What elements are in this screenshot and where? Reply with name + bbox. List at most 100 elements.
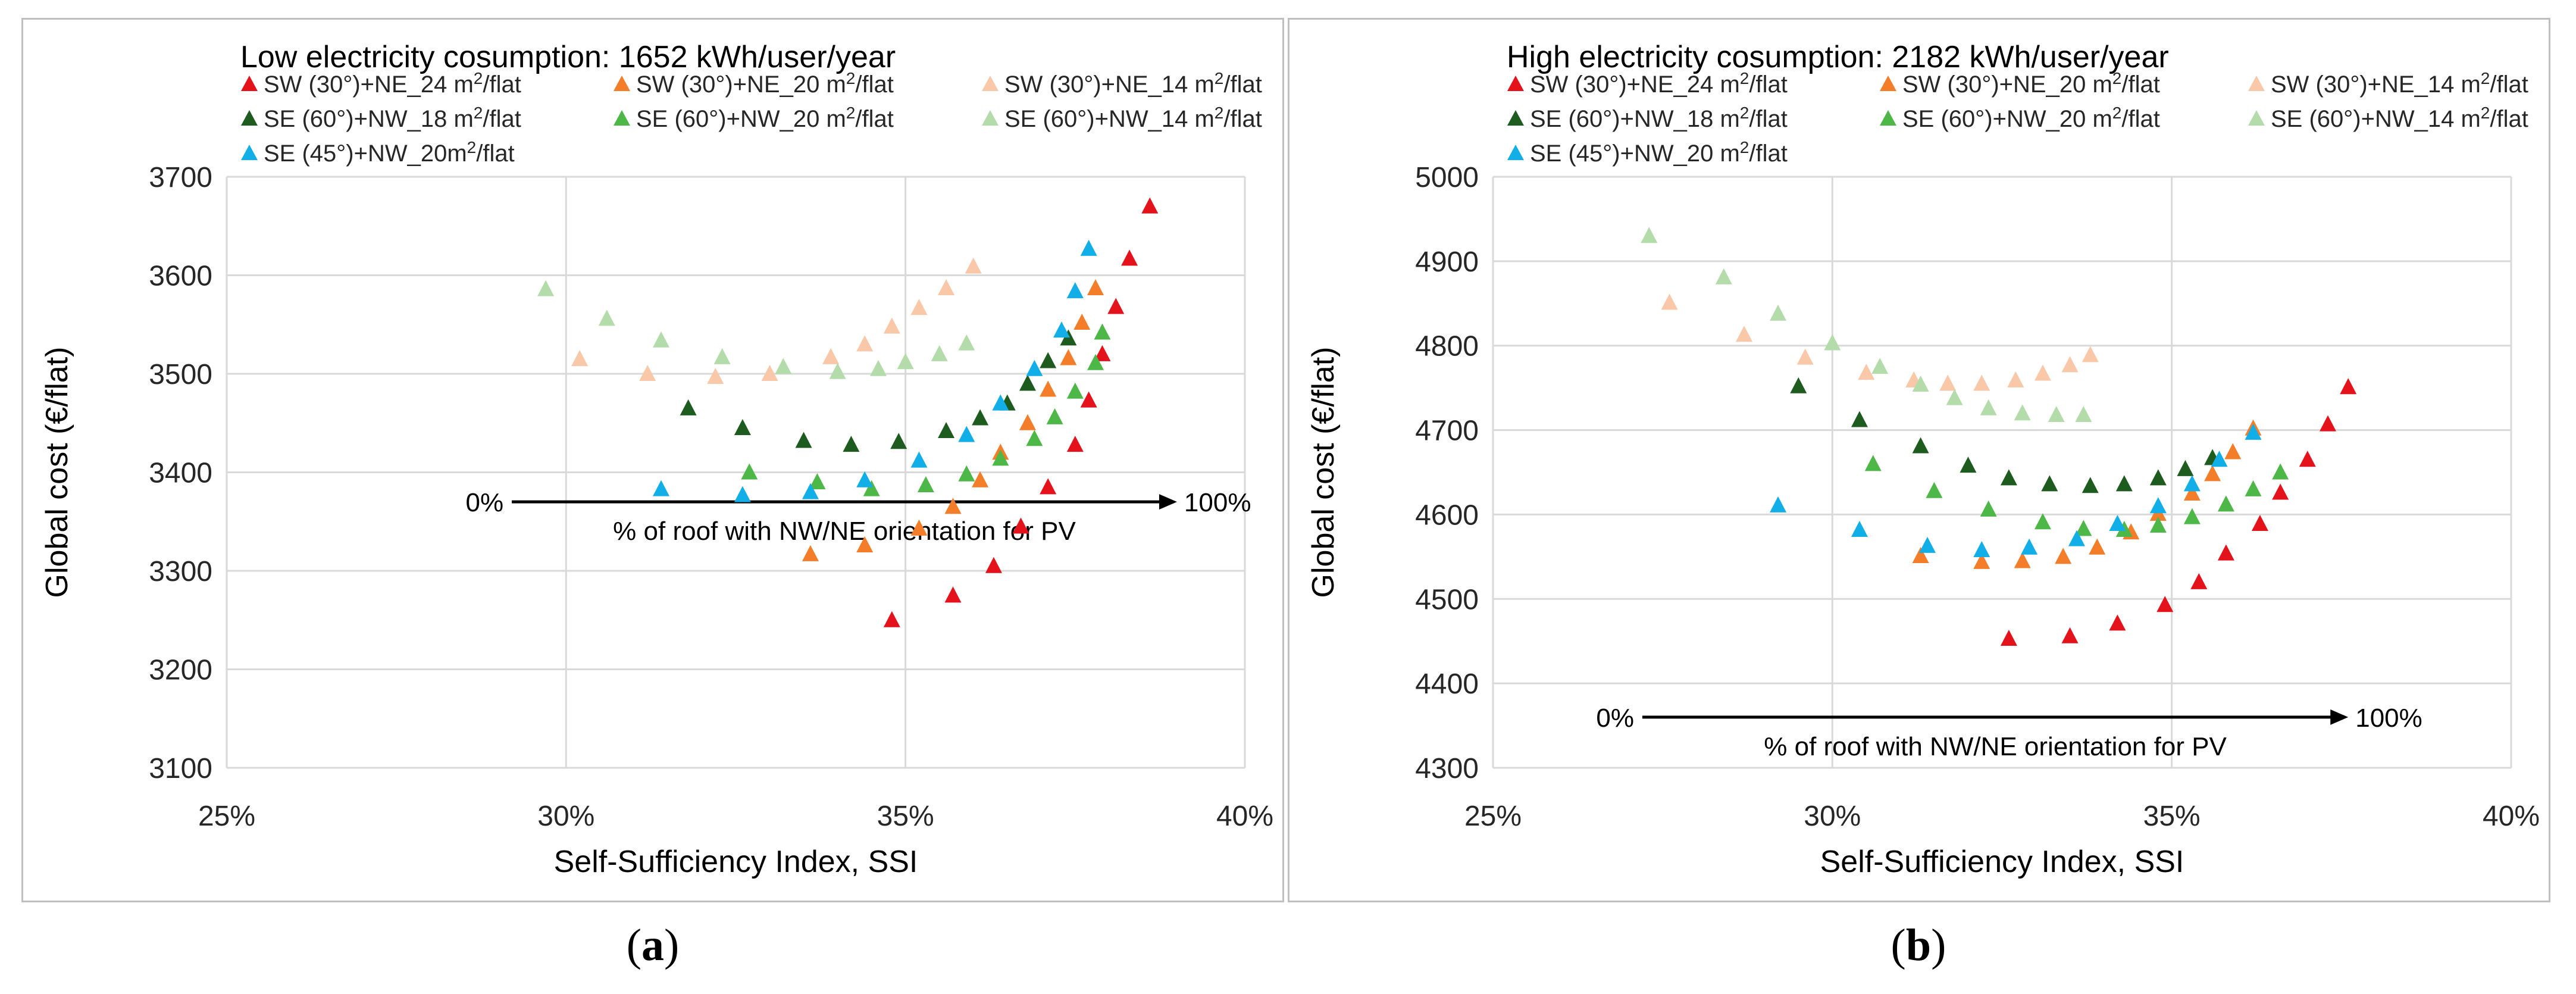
data-point-a-s4-p0 <box>741 463 758 480</box>
data-point-b-s5-p8 <box>2014 404 2031 421</box>
legend-label-b-4: SE (60°)+NW_20 m2/flat <box>1902 104 2160 132</box>
data-point-a-s0-p7 <box>1094 345 1111 361</box>
data-point-b-s5-p10 <box>2075 406 2092 423</box>
data-point-b-s0-p4 <box>2190 573 2208 589</box>
legend-label-b-6: SE (45°)+NW_20 m2/flat <box>1530 138 1788 167</box>
data-point-b-s4-p4 <box>2075 520 2092 536</box>
data-point-a-s6-p3 <box>856 471 874 487</box>
y-tick-label-b-2: 4500 <box>1415 584 1479 615</box>
annotation-end-label-b: 100% <box>2355 704 2422 733</box>
y-tick-label-a-3: 3400 <box>149 458 212 489</box>
legend-label-b-5: SE (60°)+NW_14 m2/flat <box>2271 104 2528 132</box>
data-point-a-s2-p8 <box>938 279 955 296</box>
data-point-a-s3-p6 <box>972 409 989 426</box>
y-tick-label-a-2: 3300 <box>149 556 212 587</box>
legend-marker-a-2 <box>982 76 999 91</box>
data-point-a-s4-p2 <box>863 480 880 496</box>
data-point-a-s6-p1 <box>734 486 751 502</box>
legend-label-b-0: SW (30°)+NE_24 m2/flat <box>1530 69 1788 98</box>
chart-b-svg: High electricity cosumption: 2182 kWh/us… <box>1306 40 2540 879</box>
data-point-b-s0-p10 <box>2340 378 2357 395</box>
data-point-a-s6-p7 <box>1026 360 1043 376</box>
data-point-a-s1-p6 <box>1019 414 1036 430</box>
data-point-a-s5-p4 <box>775 358 792 374</box>
x-tick-label-a-2: 35% <box>877 801 934 832</box>
data-point-a-s0-p6 <box>1080 391 1097 408</box>
data-point-b-s6-p7 <box>2149 497 2167 514</box>
data-point-a-s4-p4 <box>958 465 975 482</box>
data-point-a-s4-p1 <box>809 473 826 490</box>
legend-label-b-2: SW (30°)+NE_14 m2/flat <box>2271 69 2528 98</box>
data-point-a-s0-p0 <box>883 611 900 627</box>
data-point-a-s0-p1 <box>944 586 962 603</box>
x-tick-label-a-1: 30% <box>537 801 594 832</box>
x-axis-label-b: Self-Sufficiency Index, SSI <box>1820 845 2184 879</box>
legend-marker-a-4 <box>614 110 630 126</box>
data-point-b-s3-p0 <box>1790 377 1807 393</box>
legend-marker-a-3 <box>241 110 258 126</box>
data-point-b-s0-p9 <box>2320 415 2337 432</box>
data-point-b-s3-p4 <box>2000 469 2017 486</box>
y-tick-label-a-0: 3100 <box>149 753 212 784</box>
x-tick-label-a-0: 25% <box>198 801 255 832</box>
data-point-b-s3-p7 <box>2115 475 2133 492</box>
data-point-a-s2-p5 <box>856 335 874 352</box>
data-point-b-s6-p6 <box>2109 515 2126 532</box>
data-point-b-s2-p8 <box>2034 364 2051 381</box>
data-point-a-s2-p3 <box>761 365 778 381</box>
data-point-b-s3-p6 <box>2082 477 2099 493</box>
data-point-b-s5-p5 <box>1912 375 1929 392</box>
legend-marker-b-3 <box>1507 110 1524 126</box>
data-point-b-s0-p6 <box>2251 515 2268 532</box>
data-point-b-s5-p6 <box>1946 389 1963 405</box>
data-point-a-s0-p5 <box>1066 436 1084 452</box>
data-point-b-s1-p3 <box>2055 548 2072 564</box>
data-point-b-s3-p9 <box>2177 460 2194 476</box>
data-point-b-s6-p10 <box>2245 423 2262 440</box>
y-tick-label-b-5: 4800 <box>1415 331 1479 362</box>
legend-marker-b-4 <box>1880 110 1896 126</box>
data-point-a-s3-p1 <box>734 419 751 436</box>
data-point-a-s4-p3 <box>917 476 934 493</box>
legend-label-a-1: SW (30°)+NE_20 m2/flat <box>636 69 894 98</box>
data-point-b-s1-p9 <box>2224 443 2242 460</box>
data-point-a-s3-p5 <box>938 421 955 438</box>
legend-marker-b-1 <box>1880 76 1896 91</box>
x-tick-label-b-1: 30% <box>1804 801 1861 832</box>
annotation-text-a: % of roof with NW/NE orientation for PV <box>613 517 1076 546</box>
data-point-b-s6-p3 <box>1973 541 1990 558</box>
data-point-b-s3-p1 <box>1851 411 1868 427</box>
data-point-a-s3-p3 <box>843 436 860 452</box>
data-point-a-s3-p8 <box>1019 374 1036 391</box>
data-point-b-s4-p2 <box>1980 500 1997 517</box>
data-point-a-s2-p9 <box>965 257 982 274</box>
data-point-b-s6-p9 <box>2211 451 2228 467</box>
legend-label-a-6: SE (45°)+NW_20m2/flat <box>264 138 515 167</box>
data-point-b-s4-p8 <box>2217 495 2234 512</box>
data-point-a-s4-p8 <box>1066 382 1084 399</box>
data-point-a-s3-p9 <box>1040 352 1057 368</box>
data-point-b-s4-p7 <box>2183 508 2201 524</box>
chart-panel-a: Low electricity cosumption: 1652 kWh/use… <box>21 18 1284 902</box>
y-tick-label-a-5: 3600 <box>149 261 212 292</box>
caption-a: (a) <box>626 920 680 970</box>
data-point-a-s1-p4 <box>972 471 989 487</box>
data-point-b-s6-p2 <box>1919 536 1936 553</box>
data-point-b-s3-p5 <box>2041 475 2058 492</box>
data-point-a-s1-p8 <box>1060 349 1077 365</box>
chart-panel-b: High electricity cosumption: 2182 kWh/us… <box>1288 18 2550 902</box>
legend-marker-b-2 <box>2248 76 2265 91</box>
x-tick-label-b-3: 40% <box>2483 801 2540 832</box>
data-point-a-s2-p4 <box>822 348 840 364</box>
data-point-a-s1-p10 <box>1087 279 1104 296</box>
legend-label-b-3: SE (60°)+NW_18 m2/flat <box>1530 104 1788 132</box>
data-point-b-s5-p3 <box>1824 334 1841 351</box>
data-point-b-s6-p4 <box>2021 538 2038 555</box>
data-point-b-s1-p7 <box>2183 484 2201 501</box>
x-tick-label-b-2: 35% <box>2143 801 2201 832</box>
data-point-b-s5-p4 <box>1871 358 1889 374</box>
data-point-b-s5-p9 <box>2048 406 2065 423</box>
data-point-a-s5-p1 <box>598 310 615 326</box>
y-tick-label-b-3: 4600 <box>1415 499 1479 531</box>
data-point-a-s2-p6 <box>883 317 900 334</box>
